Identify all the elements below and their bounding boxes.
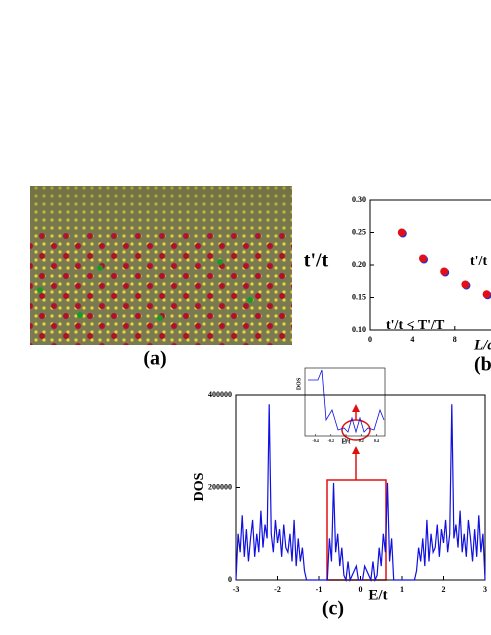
x-tick-label: -3 xyxy=(233,585,240,594)
inset-decoration xyxy=(304,367,387,581)
y-tick-label: 400000 xyxy=(208,390,232,399)
y-axis-label: t'/t xyxy=(304,250,329,272)
x-axis-label: E/t xyxy=(368,587,387,603)
x-tick-label: 2 xyxy=(442,585,446,594)
annotation: t'/t < T'/T xyxy=(386,318,445,333)
y-axis-label: DOS xyxy=(192,472,207,501)
y-tick-label: 0 xyxy=(228,575,232,584)
point-highlight xyxy=(397,228,406,237)
x-tick-label: 8 xyxy=(453,335,457,344)
inset-x-tick-label: 0.4 xyxy=(374,438,379,443)
x-tick-label: -1 xyxy=(316,585,323,594)
inset-x-tick-label: 0.2 xyxy=(359,438,364,443)
x-axis-label: L/a xyxy=(473,337,491,353)
panel-label: (c) xyxy=(322,598,344,620)
inset-x-tick-label: -0.2 xyxy=(328,438,334,443)
y-tick-label: 0.25 xyxy=(352,227,366,236)
point-highlight xyxy=(440,267,449,276)
inset-y-label: DOS xyxy=(296,377,302,390)
panel-label: (b) xyxy=(474,354,491,376)
inset-x-label: E/t xyxy=(342,438,352,446)
y-tick-label: 0.10 xyxy=(352,325,366,334)
x-tick-label: 0 xyxy=(368,335,372,344)
point-highlight xyxy=(419,254,427,263)
y-tick-label: 0.30 xyxy=(352,195,366,204)
y-tick-label: 0.15 xyxy=(352,292,366,301)
annotation: t'/t xyxy=(470,254,487,269)
panel-label: (a) xyxy=(143,348,166,370)
point-highlight xyxy=(482,290,491,299)
panel-a-image xyxy=(30,186,292,345)
inset-x-tick-label: 0 xyxy=(345,438,347,443)
x-tick-label: 0 xyxy=(359,585,363,594)
inset-x-tick-label: -0.4 xyxy=(312,438,318,443)
point-highlight xyxy=(461,280,470,289)
y-tick-label: 200000 xyxy=(208,482,232,491)
y-tick-label: 0.20 xyxy=(352,260,366,269)
dos-line xyxy=(235,404,486,583)
x-tick-label: 3 xyxy=(483,585,487,594)
x-tick-label: 4 xyxy=(410,335,414,344)
x-tick-label: 1 xyxy=(400,585,404,594)
x-tick-label: -2 xyxy=(274,585,281,594)
